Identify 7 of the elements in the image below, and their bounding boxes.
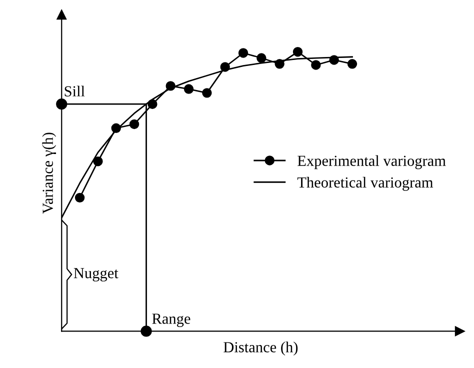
x-axis-title: Distance (h) <box>224 342 298 356</box>
ref-line-label: Sill <box>64 86 85 96</box>
annotation: Range <box>152 314 190 328</box>
y-axis-title: Variance γ(h) <box>42 132 56 214</box>
legend-label: Experimental variogram <box>298 155 446 170</box>
annotation: Nugget <box>74 268 118 282</box>
legend-label: Theoretical variogram <box>297 176 434 191</box>
